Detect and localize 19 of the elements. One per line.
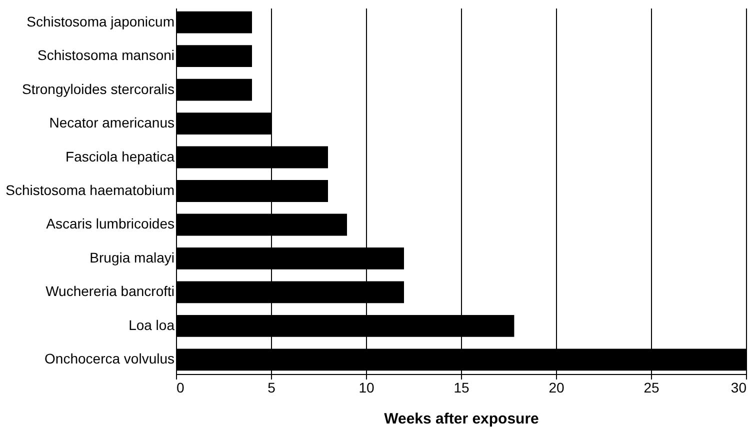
y-tick-label: Wuchereria bancrofti	[46, 283, 174, 300]
x-tick-label: 25	[644, 380, 660, 396]
y-tick-label: Brugia malayi	[90, 249, 174, 266]
x-tick-label: 30	[730, 380, 747, 396]
y-tick-label: Schistosoma japonicum	[26, 13, 174, 30]
y-tick-label: Onchocerca volvulus	[44, 350, 174, 367]
y-tick-label: Schistosoma mansoni	[38, 47, 174, 64]
y-tick-label: Strongyloides stercoralis	[22, 80, 174, 97]
y-tick-label: Necator americanus	[49, 114, 174, 131]
y-tick-label: Ascaris lumbricoides	[46, 216, 174, 232]
y-tick-label: Loa loa	[128, 316, 175, 333]
x-tick-label: 5	[268, 380, 276, 396]
x-axis-title: Weeks after exposure	[384, 410, 539, 428]
y-tick-label: Fasciola hepatica	[66, 148, 175, 164]
x-tick-label: 0	[176, 380, 184, 396]
x-tick-label: 15	[454, 380, 470, 396]
y-tick-label: Schistosoma haematobium	[6, 182, 174, 198]
x-tick-label: 10	[358, 380, 374, 396]
x-tick-label: 20	[548, 380, 564, 396]
